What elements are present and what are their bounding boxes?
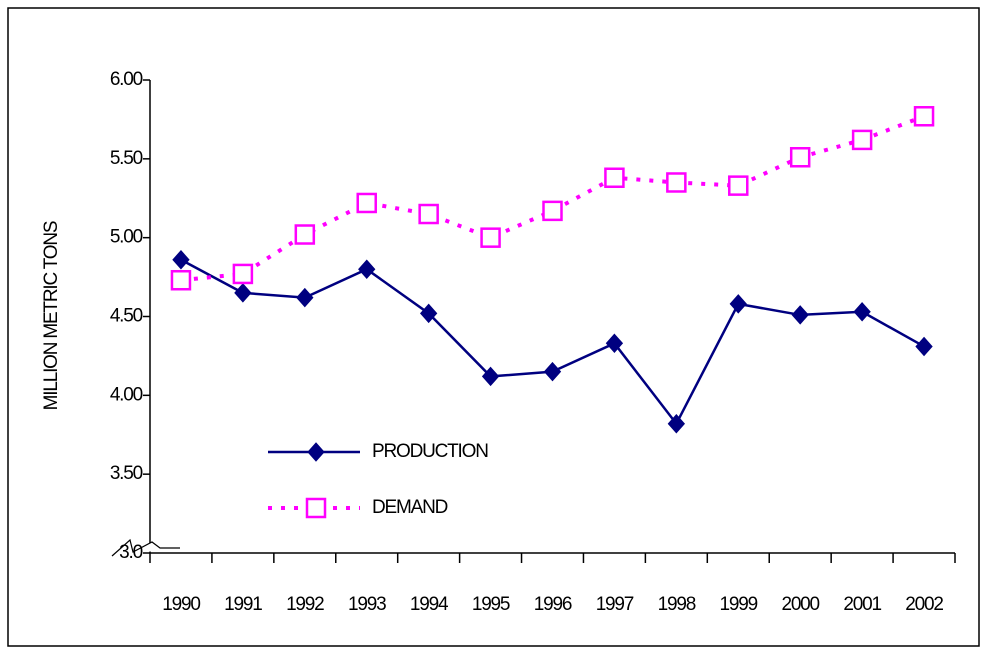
x-tick-label: 1995 [472,594,510,615]
data-point [232,263,254,285]
data-point [358,259,376,279]
data-point [418,203,439,225]
data-point [853,302,871,322]
data-point [604,167,625,189]
data-point [170,269,192,291]
data-point [915,336,933,357]
y-tick-label: 6.00 [110,69,143,90]
axis-break [111,538,180,557]
legend-label: PRODUCTION [372,441,488,462]
data-point [667,413,686,434]
data-point [729,294,747,314]
x-tick-label: 1996 [534,594,572,615]
data-point [851,129,873,151]
legend-marker [307,442,325,462]
y-tick-label: 5.00 [110,227,143,248]
data-point [605,333,624,354]
y-tick-label: 4.50 [110,306,143,327]
data-point [296,287,314,308]
data-point [913,106,935,127]
data-point [356,192,377,214]
x-tick-label: 2001 [843,594,881,615]
data-point [419,303,438,324]
data-point [542,200,563,222]
y-tick-label: 5.50 [110,148,143,169]
y-tick-label: 3.0 [119,542,142,563]
data-point [294,224,316,245]
x-tick-label: 2002 [905,594,943,615]
data-point [789,147,811,168]
data-point [666,172,687,193]
x-tick-label: 1994 [410,594,449,615]
x-tick-label: 1990 [162,594,200,615]
y-tick-label: 4.00 [110,384,143,405]
data-point [480,227,501,248]
chart-border [7,7,980,647]
x-tick-label: 1993 [348,594,386,615]
data-point [234,283,252,303]
x-tick-label: 1998 [658,594,696,615]
legend-label: DEMAND [372,497,448,518]
legend-marker [305,497,327,519]
data-point [543,361,562,382]
x-tick-label: 2000 [781,594,819,615]
y-axis-label: MILLION METRIC TONS [41,221,62,410]
y-tick-label: 3.50 [110,463,143,484]
x-tick-label: 1999 [720,594,758,615]
data-point [481,366,500,387]
x-tick-label: 1991 [224,594,262,615]
data-point [728,175,749,196]
data-point [172,249,190,270]
x-tick-label: 1997 [596,594,634,615]
x-tick-label: 1992 [286,594,324,615]
data-point [791,305,809,325]
